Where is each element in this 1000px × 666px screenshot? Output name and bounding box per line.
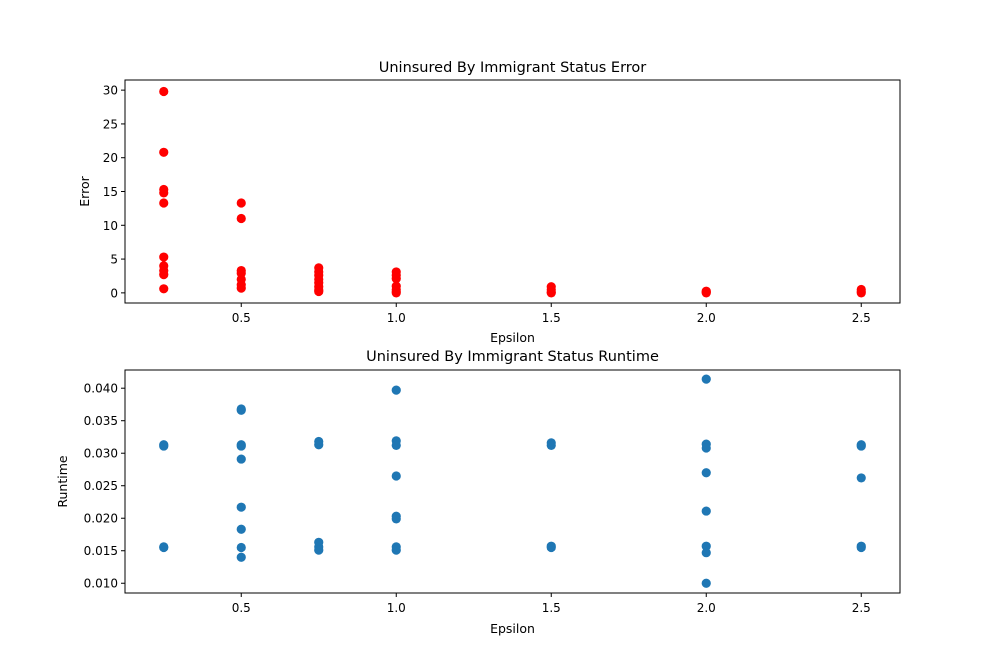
plot-area-frame: [124, 369, 901, 594]
y-tick-label: 0.035: [84, 414, 118, 428]
x-tick-label: 2.0: [697, 311, 716, 325]
y-tick-label: 0.030: [84, 447, 118, 461]
error-data-point: [159, 86, 169, 97]
runtime-data-point: [391, 514, 401, 524]
runtime-data-point: [701, 578, 711, 588]
x-axis-label: Epsilon: [490, 330, 535, 345]
error-data-point: [546, 288, 556, 298]
runtime-data-point: [701, 541, 711, 551]
runtime-data-point: [236, 542, 246, 553]
runtime-data-point: [236, 552, 246, 562]
y-axis-label: Error: [77, 175, 92, 206]
runtime-data-point: [236, 454, 246, 464]
error-data-point: [236, 283, 246, 293]
error-data-point: [159, 198, 169, 208]
runtime-data-point: [856, 473, 866, 483]
runtime-data-point: [236, 524, 246, 534]
runtime-data-point: [701, 443, 711, 453]
runtime-data-point: [546, 440, 556, 451]
y-tick-label: 5: [110, 253, 118, 267]
runtime-data-point: [701, 374, 711, 384]
runtime-data-point: [236, 502, 246, 512]
y-tick-label: 0.015: [84, 544, 118, 558]
runtime-data-point: [314, 440, 324, 450]
x-tick-label: 2.5: [852, 601, 871, 615]
y-tick-label: 30: [103, 84, 118, 98]
chart-title: Uninsured By Immigrant Status Runtime: [366, 349, 659, 365]
y-axis-label: Runtime: [55, 455, 70, 508]
y-tick-label: 15: [103, 185, 118, 199]
error-data-point: [159, 147, 169, 157]
error-data-point: [159, 270, 169, 280]
error-data-point: [159, 252, 169, 262]
error-data-point: [236, 213, 246, 224]
error-data-point: [701, 288, 711, 298]
runtime-data-point: [701, 506, 711, 516]
y-tick-label: 0.025: [84, 479, 118, 493]
runtime-data-point: [391, 545, 401, 555]
runtime-data-point: [856, 441, 866, 451]
chart-title: Uninsured By Immigrant Status Error: [379, 60, 647, 76]
x-tick-label: 1.5: [542, 601, 561, 615]
x-tick-label: 0.5: [232, 311, 251, 325]
y-tick-label: 0: [110, 286, 118, 300]
x-axis-label: Epsilon: [490, 621, 535, 636]
error-data-point: [856, 288, 866, 298]
x-tick-label: 1.0: [387, 601, 406, 615]
error-subplot: Uninsured By Immigrant Status Error 0.5 1.…: [77, 60, 901, 345]
error-data-point: [159, 188, 169, 198]
runtime-data-point: [236, 441, 246, 451]
error-data-point: [159, 284, 169, 294]
y-tick-label: 20: [103, 151, 118, 165]
x-tick-label: 1.0: [387, 311, 406, 325]
x-tick-label: 2.5: [852, 311, 871, 325]
error-data-point: [236, 198, 246, 208]
runtime-data-point: [391, 385, 401, 395]
runtime-data-point: [159, 542, 169, 553]
runtime-data-point: [391, 440, 401, 451]
runtime-data-point: [314, 545, 324, 555]
error-data-point: [314, 286, 324, 297]
runtime-subplot: Uninsured By Immigrant Status Runtime 0.5…: [55, 349, 901, 636]
runtime-data-point: [701, 548, 711, 558]
runtime-data-point: [159, 441, 169, 451]
runtime-data-point: [546, 542, 556, 553]
runtime-data-point: [701, 468, 711, 478]
runtime-data-point: [236, 405, 246, 415]
x-tick-label: 2.0: [697, 601, 716, 615]
x-tick-label: 0.5: [232, 601, 251, 615]
y-tick-label: 0.010: [84, 577, 118, 591]
runtime-data-point: [856, 542, 866, 553]
error-data-point: [391, 274, 401, 284]
y-tick-label: 25: [103, 117, 118, 131]
y-tick-label: 10: [103, 219, 118, 233]
runtime-data-point: [391, 471, 401, 481]
y-tick-label: 0.040: [84, 382, 118, 396]
y-tick-label: 0.020: [84, 512, 118, 526]
x-tick-label: 1.5: [542, 311, 561, 325]
error-data-point: [391, 288, 401, 298]
